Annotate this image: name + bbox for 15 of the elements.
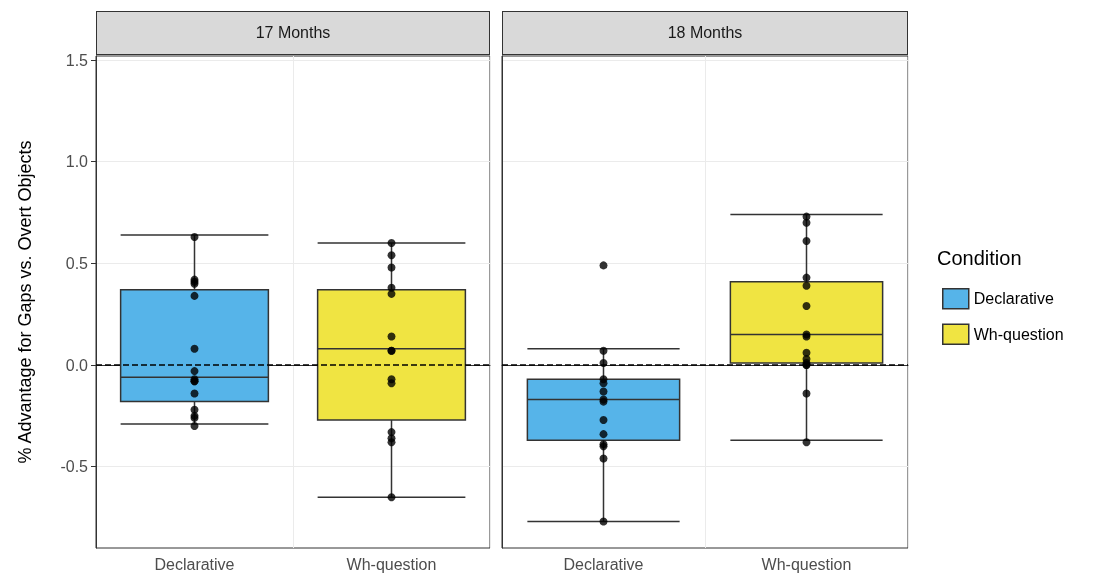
legend-title: Condition [937, 247, 1022, 270]
legend-label: Wh-question [973, 325, 1064, 343]
y-tick-label: 1.5 [65, 51, 89, 69]
x-tick-label: Wh-question [346, 555, 437, 573]
y-tick-label: 0.0 [65, 356, 89, 374]
legend-label: Declarative [973, 290, 1054, 308]
x-tick-label: Wh-question [761, 555, 852, 573]
y-tick-label: 0.5 [65, 254, 89, 272]
y-tick-label: -0.5 [60, 458, 89, 476]
y-tick-label: 1.0 [65, 153, 89, 171]
x-tick-label: Declarative [154, 555, 235, 573]
x-tick-label: Declarative [563, 555, 644, 573]
chart-title: 18 Months [502, 11, 908, 55]
chart-title: 17 Months [96, 11, 490, 55]
y-axis-title: % Advantage for Gaps vs. Overt Objects [15, 140, 35, 464]
